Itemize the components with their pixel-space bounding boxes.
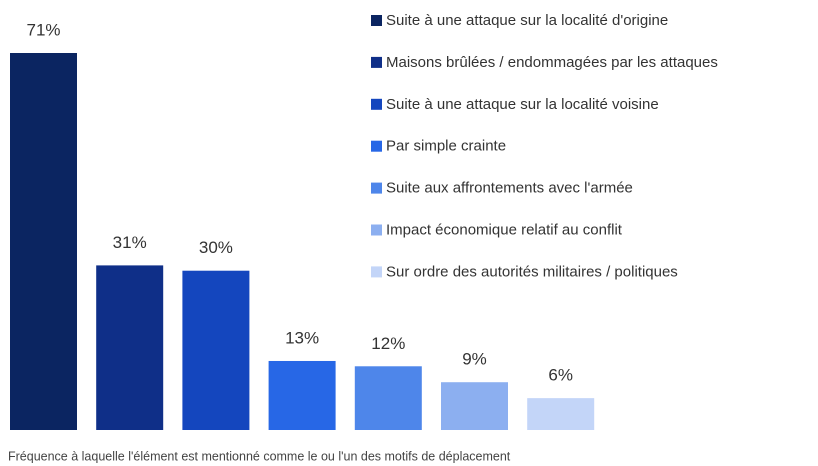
value-label: 9% <box>462 350 487 369</box>
bar <box>182 270 250 430</box>
bar <box>268 360 336 430</box>
legend-swatch <box>371 140 382 152</box>
legend-swatch <box>371 224 382 236</box>
bar <box>354 366 422 430</box>
bar <box>96 265 164 430</box>
legend-swatch <box>371 15 382 26</box>
legend-swatch <box>371 182 382 194</box>
legend-label: Maisons brûlées / endommagées par les at… <box>386 54 718 71</box>
x-axis-label: Fréquence à laquelle l'élément est menti… <box>8 449 511 463</box>
legend-label: Sur ordre des autorités militaires / pol… <box>386 263 678 280</box>
value-label: 6% <box>548 366 573 385</box>
value-label: 31% <box>113 233 147 252</box>
value-label: 13% <box>285 328 319 347</box>
bar <box>527 398 595 430</box>
legend-swatch <box>371 266 382 278</box>
legend-label: Suite à une attaque sur la localité d'or… <box>386 12 668 29</box>
legend-label: Suite à une attaque sur la localité vois… <box>386 96 659 113</box>
bar <box>441 382 508 430</box>
legend-label: Suite aux affrontements avec l'armée <box>386 180 633 197</box>
bar <box>10 53 77 430</box>
value-label: 71% <box>26 20 60 39</box>
value-label: 12% <box>371 334 405 353</box>
legend-swatch <box>371 56 382 68</box>
legend-swatch <box>371 98 382 110</box>
legend-label: Par simple crainte <box>386 138 506 155</box>
value-label: 30% <box>199 238 233 257</box>
legend-label: Impact économique relatif au conflit <box>386 221 623 238</box>
